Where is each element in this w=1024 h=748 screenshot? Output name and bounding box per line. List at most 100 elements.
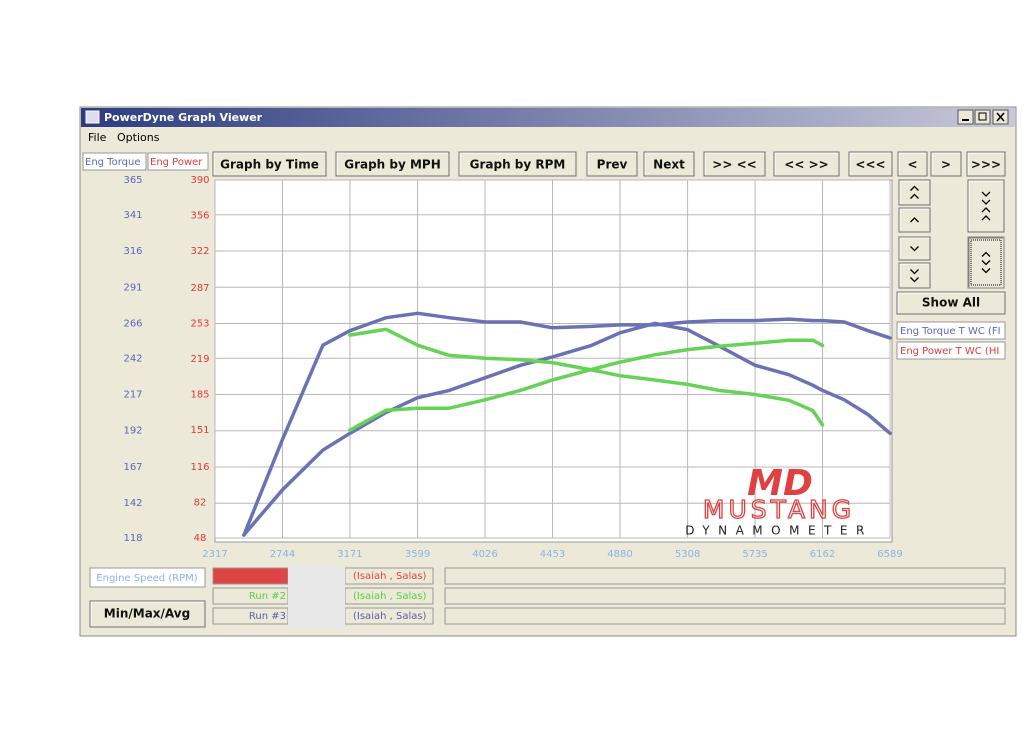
toolbar-button[interactable] — [458, 151, 577, 177]
toolbar-button[interactable] — [703, 151, 766, 177]
minmax-button[interactable] — [89, 600, 206, 628]
scroll-button[interactable] — [898, 262, 931, 289]
y2-tick-label: 219 — [190, 354, 209, 365]
x-tick-label: 3171 — [337, 549, 362, 560]
menu-item[interactable]: Options — [117, 131, 160, 144]
run-driver: (Isaiah , Salas) — [353, 571, 427, 582]
scroll-arrow — [981, 268, 991, 274]
toolbar-button-bevel — [931, 152, 960, 175]
toolbar-button-label[interactable]: <<< — [855, 158, 885, 172]
y2-tick-label: 287 — [190, 283, 209, 294]
scroll-arrow — [981, 207, 991, 213]
redaction — [288, 566, 345, 628]
scroll-arrow — [981, 191, 991, 197]
toolbar-button-bevel — [849, 152, 891, 175]
scroll-arrow — [910, 277, 919, 283]
toolbar-button-bevel — [213, 152, 325, 175]
series-line — [242, 311, 892, 537]
scroll-button[interactable] — [898, 179, 931, 206]
scroll-arrow — [910, 246, 919, 252]
tab[interactable] — [82, 152, 147, 171]
scroll-button-focus — [970, 239, 1002, 286]
toolbar-button-bevel — [587, 152, 636, 175]
scroll-button-bevel — [968, 237, 1003, 287]
run-driver: (Isaiah , Salas) — [353, 611, 427, 622]
scroll-button-bevel — [899, 263, 929, 287]
scroll-button-bevel — [899, 180, 929, 204]
toolbar-button-bevel — [704, 152, 764, 175]
run-label: Run #2 — [249, 591, 286, 602]
scroll-button[interactable] — [898, 207, 931, 233]
toolbar-button[interactable] — [966, 151, 1006, 177]
toolbar-button-label[interactable]: << >> — [784, 158, 828, 172]
y2-tick-label: 151 — [190, 425, 209, 436]
toolbar-button[interactable] — [897, 151, 928, 177]
scroll-arrow — [981, 260, 991, 266]
toolbar-button[interactable] — [930, 151, 962, 177]
axis-select-label[interactable]: Engine Speed (RPM) — [96, 573, 197, 584]
y-tick-label: 118 — [123, 533, 142, 544]
y2-tick-label: 185 — [190, 390, 209, 401]
scroll-button[interactable] — [898, 236, 931, 261]
x-tick-label: 4453 — [540, 549, 565, 560]
toolbar-button[interactable] — [586, 151, 638, 177]
toolbar-button-bevel — [774, 152, 838, 175]
show-all-button[interactable] — [896, 291, 1006, 315]
y-tick-label: 266 — [123, 318, 142, 329]
y-tick-label: 192 — [123, 426, 142, 437]
tab-label[interactable]: Eng Power — [150, 157, 203, 168]
toolbar-button[interactable] — [212, 151, 327, 177]
tab[interactable] — [147, 152, 209, 171]
scroll-arrow — [910, 185, 919, 191]
toolbar-button[interactable] — [848, 151, 893, 177]
tab-label[interactable]: Eng Torque — [85, 157, 140, 168]
y2-tick-label: 116 — [190, 462, 209, 473]
x-tick-label: 5308 — [675, 549, 700, 560]
scroll-arrow — [981, 215, 991, 221]
scroll-arrow — [910, 193, 919, 199]
y2-tick-label: 390 — [190, 175, 209, 186]
y2-tick-label: 322 — [190, 246, 209, 257]
toolbar-button[interactable] — [773, 151, 840, 177]
scroll-arrow — [981, 251, 991, 257]
series-line — [348, 327, 825, 427]
logo-mark: MD — [747, 463, 813, 504]
scroll-button[interactable] — [967, 179, 1005, 233]
toolbar-button-label[interactable]: >>> — [971, 158, 1001, 172]
minmax-label[interactable]: Min/Max/Avg — [104, 607, 190, 621]
y-tick-label: 217 — [123, 390, 142, 401]
toolbar-button[interactable] — [335, 151, 450, 177]
y-tick-label: 142 — [123, 498, 142, 509]
run-driver: (Isaiah , Salas) — [353, 591, 427, 602]
scroll-arrow — [910, 269, 919, 275]
scroll-arrow — [981, 199, 991, 205]
x-tick-label: 6589 — [877, 549, 902, 560]
scroll-button-bevel — [968, 180, 1003, 231]
toolbar-button-label[interactable]: Graph by Time — [220, 158, 319, 172]
series-line — [242, 321, 892, 537]
scroll-button-bevel — [899, 208, 929, 231]
toolbar-button-label[interactable]: Graph by MPH — [344, 158, 441, 172]
x-tick-label: 5735 — [742, 549, 767, 560]
toolbar-button-label[interactable]: Graph by RPM — [470, 158, 566, 172]
window-controls[interactable] — [957, 109, 1009, 125]
show-all-label[interactable]: Show All — [922, 296, 980, 310]
logo-sub: DYNAMOMETER — [685, 524, 873, 538]
toolbar-button-label[interactable]: Next — [653, 158, 685, 172]
toolbar-button-label[interactable]: < — [907, 158, 917, 172]
scroll-button-bevel — [899, 237, 929, 259]
x-tick-label: 4880 — [607, 549, 632, 560]
toolbar-button[interactable] — [643, 151, 695, 177]
toolbar-button-bevel — [967, 152, 1004, 175]
toolbar-button-label[interactable]: > — [941, 158, 951, 172]
run-label: Run #3 — [249, 611, 286, 622]
y2-tick-label: 356 — [190, 211, 209, 222]
y-tick-label: 291 — [123, 282, 142, 293]
toolbar-button-label[interactable]: Prev — [597, 158, 628, 172]
toolbar-button-label[interactable]: >> << — [712, 158, 756, 172]
x-tick-label: 4026 — [472, 549, 497, 560]
scroll-button[interactable] — [967, 236, 1005, 289]
menu-item[interactable]: File — [88, 131, 107, 144]
logo-name: MUSTANG — [703, 495, 855, 524]
